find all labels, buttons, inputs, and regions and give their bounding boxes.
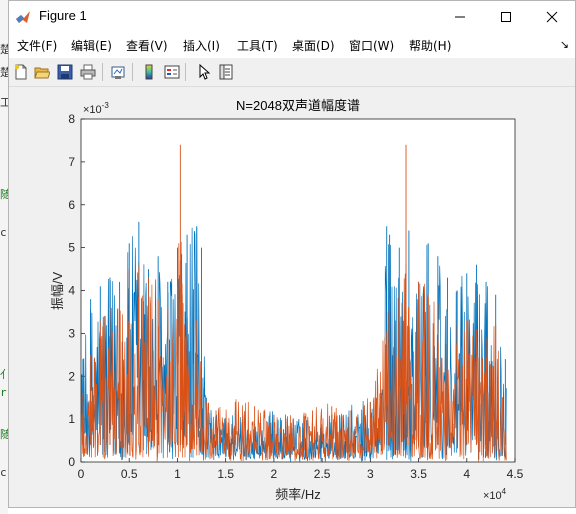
y-exponent-power: -3 bbox=[102, 101, 110, 110]
menu-desktop[interactable]: 桌面(D) bbox=[292, 39, 335, 53]
background-text-fragment: 随 bbox=[0, 428, 11, 441]
x-exponent-power: 4 bbox=[502, 487, 507, 496]
colorbar-icon bbox=[145, 64, 153, 80]
menu-help[interactable]: 帮助(H) bbox=[409, 39, 452, 53]
series-line-2 bbox=[81, 241, 507, 462]
background-text-fragment: 随 bbox=[0, 188, 11, 201]
insert-legend-button[interactable] bbox=[162, 62, 182, 82]
window-title: Figure 1 bbox=[39, 8, 87, 23]
series-layer bbox=[81, 144, 507, 462]
menu-overflow-arrow-icon[interactable]: ↘ bbox=[559, 38, 569, 51]
background-text-fragment: 工 bbox=[0, 96, 11, 109]
x-tick-label: 2 bbox=[271, 467, 278, 481]
y-tick-label: 0 bbox=[68, 455, 75, 469]
background-text-fragment: 楚 bbox=[0, 43, 11, 56]
menu-tools[interactable]: 工具(T) bbox=[237, 39, 278, 53]
y-tick-label: 6 bbox=[68, 198, 75, 212]
maximize-button[interactable] bbox=[483, 1, 529, 32]
x-tick-label: 1 bbox=[174, 467, 181, 481]
y-tick-label: 3 bbox=[68, 326, 75, 340]
insert-colorbar-button[interactable] bbox=[139, 62, 159, 82]
y-tick-label: 7 bbox=[68, 155, 75, 169]
close-button[interactable] bbox=[529, 1, 575, 32]
figure-toolbar bbox=[9, 58, 575, 87]
figure-canvas: 0 0.5 1 1.5 2 2.5 3 3.5 4 4.5 0 1 2 3 4 5 6 7 8 N=2048双声道幅… bbox=[9, 87, 575, 507]
edit-plot-button[interactable] bbox=[193, 62, 213, 82]
open-file-button[interactable] bbox=[32, 62, 52, 82]
y-exponent-base: ×10 bbox=[83, 104, 102, 116]
chart-title: N=2048双声道幅度谱 bbox=[236, 98, 360, 113]
link-plot-button[interactable] bbox=[108, 62, 128, 82]
background-text-fragment: 亻 bbox=[0, 368, 11, 381]
property-inspector-icon bbox=[219, 64, 233, 80]
menu-insert[interactable]: 插入(I) bbox=[183, 39, 220, 53]
x-tick-label: 1.5 bbox=[217, 467, 234, 481]
x-tick-label: 2.5 bbox=[314, 467, 331, 481]
menu-bar: 文件(F) 编辑(E) 查看(V) 插入(I) 工具(T) 桌面(D) 窗口(W… bbox=[9, 32, 575, 58]
menu-file[interactable]: 文件(F) bbox=[17, 39, 58, 53]
minimize-icon bbox=[455, 16, 465, 17]
y-tick-label: 2 bbox=[68, 369, 75, 383]
x-tick-label: 0 bbox=[78, 467, 85, 481]
x-tick-label: 4 bbox=[463, 467, 470, 481]
x-tick-label: 0.5 bbox=[121, 467, 138, 481]
menu-window[interactable]: 窗口(W) bbox=[349, 39, 395, 53]
property-inspector-button[interactable] bbox=[216, 62, 236, 82]
floppy-disk-icon bbox=[57, 64, 73, 80]
menu-edit[interactable]: 编辑(E) bbox=[71, 39, 112, 53]
toolbar-separator bbox=[102, 63, 103, 81]
legend-icon bbox=[164, 65, 180, 79]
new-file-icon bbox=[14, 64, 27, 80]
figure-window: Figure 1 文件(F) 编辑(E) 查看(V) 插入(I) 工具(T) 桌… bbox=[8, 0, 576, 508]
y-exponent: ×10-3 bbox=[83, 101, 109, 116]
matlab-logo-icon bbox=[16, 11, 30, 23]
printer-icon bbox=[80, 64, 96, 80]
x-tick-label: 3 bbox=[367, 467, 374, 481]
x-axis-label: 频率/Hz bbox=[275, 487, 321, 502]
y-tick-label: 4 bbox=[68, 284, 75, 298]
background-text-fragment: 楚 bbox=[0, 66, 11, 79]
x-exponent: ×104 bbox=[483, 487, 507, 502]
link-plot-icon bbox=[111, 66, 125, 79]
background-app-strip bbox=[0, 0, 8, 514]
axes-ticks: 0 0.5 1 1.5 2 2.5 3 3.5 4 4.5 0 1 2 3 4 5 6 7 8 bbox=[68, 112, 523, 481]
title-bar[interactable]: Figure 1 bbox=[9, 1, 575, 32]
y-tick-label: 5 bbox=[68, 241, 75, 255]
y-axis-label: 振幅/V bbox=[50, 272, 65, 311]
maximize-icon bbox=[501, 11, 511, 22]
x-exponent-base: ×10 bbox=[483, 490, 502, 502]
x-tick-label: 3.5 bbox=[410, 467, 427, 481]
y-tick-label: 8 bbox=[68, 112, 75, 126]
save-button[interactable] bbox=[55, 62, 75, 82]
menu-view[interactable]: 查看(V) bbox=[126, 39, 168, 53]
pointer-arrow-icon bbox=[199, 64, 211, 80]
toolbar-separator bbox=[132, 63, 133, 81]
toolbar-separator bbox=[185, 63, 186, 81]
folder-open-icon bbox=[34, 67, 50, 79]
y-tick-label: 1 bbox=[68, 412, 75, 426]
close-icon bbox=[546, 11, 558, 22]
print-button[interactable] bbox=[78, 62, 98, 82]
minimize-button[interactable] bbox=[437, 1, 483, 32]
x-tick-label: 4.5 bbox=[507, 467, 524, 481]
new-figure-button[interactable] bbox=[11, 62, 31, 82]
